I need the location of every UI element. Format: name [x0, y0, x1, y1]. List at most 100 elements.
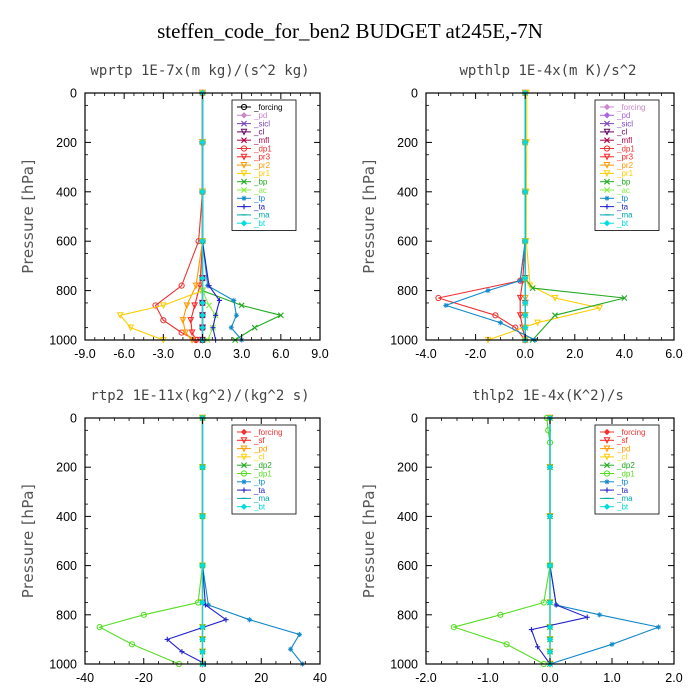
legend-marker [241, 120, 247, 127]
y-tick-label: 400 [56, 185, 77, 199]
y-tick-label: 600 [56, 235, 77, 249]
legend-label: _bt [616, 219, 629, 228]
data-point [127, 324, 135, 332]
legend-marker [240, 437, 248, 445]
data-point [238, 302, 245, 309]
y-tick-label: 800 [397, 284, 418, 298]
data-point [199, 636, 206, 643]
data-point [228, 325, 234, 331]
data-point [199, 623, 206, 631]
legend-marker [603, 153, 611, 161]
legend: _forcing_sf_pd_cl_dp2_dp1_tp_ta_ma_bt [231, 424, 297, 515]
legend-marker [604, 462, 610, 469]
panel-title: rtp2 1E-11x(kg^2)/(kg^2 s) [90, 388, 309, 404]
data-point [534, 319, 542, 327]
panel-title: thlp2 1E-4x(K^2)/s [472, 388, 624, 404]
y-tick-label: 600 [56, 559, 77, 573]
y-tick-label: 600 [397, 235, 418, 249]
data-point [212, 312, 219, 318]
series-line [451, 417, 551, 665]
legend-marker [240, 128, 248, 136]
legend-marker [603, 503, 611, 510]
y-tick-label: 200 [56, 136, 77, 150]
series-line [487, 93, 600, 341]
legend-marker [240, 153, 248, 161]
x-tick-label: -9.0 [74, 347, 96, 361]
data-point [223, 617, 229, 623]
legend-marker [603, 162, 611, 169]
y-axis-label: Pressure [hPa] [360, 484, 378, 599]
data-point [522, 139, 529, 146]
data-point [545, 427, 552, 434]
legend-marker [240, 145, 248, 152]
legend-label: _dp1 [253, 469, 272, 478]
legend-label: _sf [253, 436, 265, 445]
series-line [530, 418, 590, 665]
legend-marker [241, 195, 247, 201]
data-point [199, 238, 206, 245]
legend-marker [240, 503, 248, 510]
data-point [546, 623, 554, 631]
legend-marker [603, 453, 611, 461]
data-point [179, 317, 187, 324]
data-point [497, 320, 503, 326]
legend-label: _ac [616, 186, 630, 195]
x-tick-label: 6.0 [665, 347, 682, 361]
legend-marker [240, 428, 248, 436]
data-point [529, 285, 536, 292]
data-point [546, 562, 554, 569]
x-tick-label: 0.0 [517, 347, 534, 361]
legend-label: _forcing [616, 103, 645, 112]
data-point [196, 282, 204, 290]
panel-title: wpthlp 1E-4x(m K)/s^2 [459, 63, 636, 79]
legend-marker [603, 437, 611, 445]
y-tick-label: 0 [70, 412, 77, 426]
chart-panel-3: rtp2 1E-11x(kg^2)/(kg^2 s) Pressure [hPa]… [19, 388, 327, 685]
legend-label: _mfl [616, 136, 632, 145]
legend: _forcing_pd_sicl_cl_mfl_dp1_pr3_pr2_pr1_… [594, 99, 660, 231]
legend-label: _dp2 [253, 461, 272, 470]
legend-marker [240, 103, 248, 111]
data-point [160, 317, 167, 324]
data-point [152, 302, 159, 309]
series-line [98, 418, 204, 665]
legend-marker [241, 187, 247, 193]
legend-marker [241, 137, 247, 144]
data-point [199, 188, 206, 195]
data-point [540, 599, 547, 606]
series-group [450, 414, 662, 668]
legend-label: _sicl [253, 119, 270, 128]
data-point [246, 617, 253, 623]
legend-label: _tp [616, 194, 629, 203]
y-tick-label: 0 [411, 87, 418, 101]
legend-label: _dp1 [616, 144, 635, 153]
y-tick-label: 200 [397, 136, 418, 150]
legend-marker [603, 428, 611, 436]
legend-label: _tp [253, 194, 266, 203]
legend-label: _cl [616, 453, 627, 462]
data-point [191, 302, 199, 310]
legend-label: _cl [253, 453, 264, 462]
data-point [485, 288, 491, 294]
x-tick-label: -40 [76, 671, 94, 685]
data-point [596, 304, 604, 312]
data-point [522, 238, 529, 245]
data-point [528, 626, 534, 633]
y-tick-label: 1000 [390, 658, 418, 672]
data-point [277, 312, 284, 319]
legend-label: _pr2 [253, 161, 271, 170]
y-tick-label: 800 [56, 284, 77, 298]
legend-label: _pd [616, 444, 630, 453]
data-point [522, 312, 529, 319]
x-tick-label: 6.0 [272, 347, 289, 361]
legend-marker [603, 145, 611, 152]
data-point [192, 282, 200, 290]
legend-label: _bt [253, 219, 266, 228]
legend-label: _sf [616, 436, 628, 445]
legend: _forcing_pd_sicl_cl_mfl_dp1_pr3_pr2_pr1_… [231, 99, 297, 231]
legend-marker [241, 462, 247, 469]
data-point [199, 312, 206, 319]
y-tick-label: 400 [397, 510, 418, 524]
legend-label: _dp1 [253, 144, 272, 153]
